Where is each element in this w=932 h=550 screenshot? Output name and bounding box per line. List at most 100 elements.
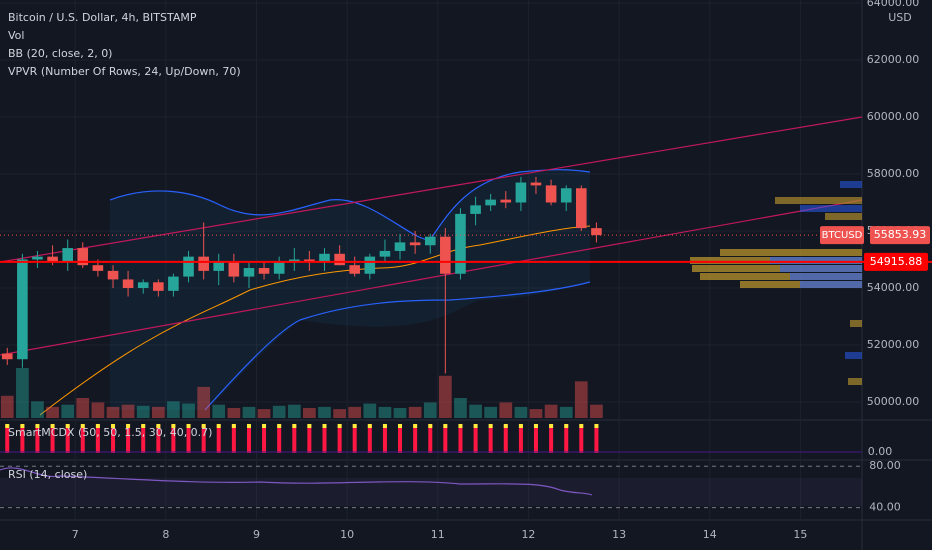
candle-body xyxy=(470,205,481,214)
macd-dot xyxy=(337,424,342,428)
macd-dot xyxy=(35,424,40,428)
volume-bar xyxy=(287,404,301,418)
candle-body xyxy=(77,248,89,266)
volume-bar xyxy=(31,401,44,418)
candle-body xyxy=(409,242,421,246)
volume-bar xyxy=(303,408,316,418)
symbol-tag-label: BTCUSD xyxy=(822,230,863,241)
macd-dot xyxy=(382,424,387,428)
candle-body xyxy=(137,282,149,288)
macd-dot xyxy=(352,424,357,428)
macd-dot xyxy=(20,424,25,428)
volume-bar xyxy=(499,402,513,418)
volume-bar xyxy=(272,405,286,418)
candle-body xyxy=(183,256,194,277)
candle-body xyxy=(515,182,527,203)
indicator-label: SmartMCDX (50, 50, 1.5, 30, 40, 0.7) xyxy=(8,426,212,439)
volume-bar xyxy=(197,386,211,418)
macd-dot xyxy=(126,424,131,428)
macd-dot xyxy=(322,424,327,428)
macd-bar xyxy=(246,425,251,453)
candle-body xyxy=(319,253,330,263)
volume-bar xyxy=(484,406,497,418)
indicator-label: VPVR (Number Of Rows, 24, Up/Down, 70) xyxy=(8,65,241,78)
volume-bar xyxy=(574,381,588,418)
rsi-line xyxy=(0,467,593,496)
macd-dot xyxy=(549,424,554,428)
vpvr-row xyxy=(800,205,862,212)
volume-bar xyxy=(257,409,271,418)
volume-bar xyxy=(0,395,14,418)
macd-bar xyxy=(533,425,538,453)
macd-bar xyxy=(171,425,176,453)
macd-dot xyxy=(80,424,85,428)
y-tick-label: 60000.00 xyxy=(867,110,920,123)
candle-body xyxy=(62,248,74,263)
vpvr-row xyxy=(825,213,862,220)
volume-bar xyxy=(333,409,346,418)
y-tick-label: 54000.00 xyxy=(867,281,920,294)
candle-body xyxy=(575,188,587,229)
candle-body xyxy=(273,262,285,274)
candle-body xyxy=(258,268,270,274)
candle-body xyxy=(500,199,512,203)
macd-dot xyxy=(413,424,418,428)
macd-dot xyxy=(95,424,100,428)
volume-bar xyxy=(76,398,90,418)
price-pane xyxy=(0,176,603,453)
volume-bar xyxy=(212,404,226,418)
currency-label: USD xyxy=(888,11,912,24)
macd-dot xyxy=(428,424,433,428)
volume-profile xyxy=(690,181,862,385)
macd-dot xyxy=(262,424,267,428)
vpvr-row xyxy=(692,265,862,272)
macd-bar xyxy=(518,425,523,453)
candle-body xyxy=(394,242,406,251)
y-tick-label: 52000.00 xyxy=(867,338,920,351)
x-tick-label: 10 xyxy=(340,528,354,541)
volume-bar xyxy=(61,404,75,418)
candle-body xyxy=(379,250,391,257)
macd-dot xyxy=(50,424,55,428)
macd-dot xyxy=(231,424,236,428)
y-tick-label: 58000.00 xyxy=(867,167,920,180)
candle-body xyxy=(228,262,240,277)
macd-dot xyxy=(141,424,146,428)
volume-bar xyxy=(121,404,135,418)
candle-body xyxy=(213,262,225,271)
volume-bar xyxy=(242,406,256,418)
candle-body xyxy=(107,270,119,280)
candle-body xyxy=(198,256,209,271)
candle-body xyxy=(122,279,134,288)
candle-body xyxy=(1,353,13,360)
candle-body xyxy=(47,256,58,263)
macd-bar xyxy=(292,425,297,453)
volume-bar xyxy=(393,408,407,418)
candle-body xyxy=(440,236,451,274)
macd-bar xyxy=(231,425,236,453)
macd-dot xyxy=(5,424,10,428)
x-tick-label: 11 xyxy=(431,528,445,541)
candle-body xyxy=(17,259,28,360)
candle-body xyxy=(530,182,542,186)
macd-bar xyxy=(473,425,478,453)
macd-bar xyxy=(488,425,493,453)
macd-dot xyxy=(292,424,297,428)
macd-bar xyxy=(80,425,85,453)
macd-dot xyxy=(398,424,403,428)
symbol-tag xyxy=(820,226,864,245)
macd-bar xyxy=(503,425,508,453)
vpvr-row xyxy=(700,273,862,280)
macd-dot xyxy=(111,424,116,428)
y-tick-label: 62000.00 xyxy=(867,53,920,66)
volume-bar xyxy=(318,406,331,418)
candle-body xyxy=(485,199,496,206)
vpvr-row xyxy=(790,273,862,280)
macd-bar xyxy=(307,425,312,453)
x-tick-label: 15 xyxy=(793,528,807,541)
x-tick-label: 12 xyxy=(521,528,535,541)
volume-bar xyxy=(454,398,467,418)
macd-bar xyxy=(398,425,403,453)
macd-bar xyxy=(277,425,282,453)
